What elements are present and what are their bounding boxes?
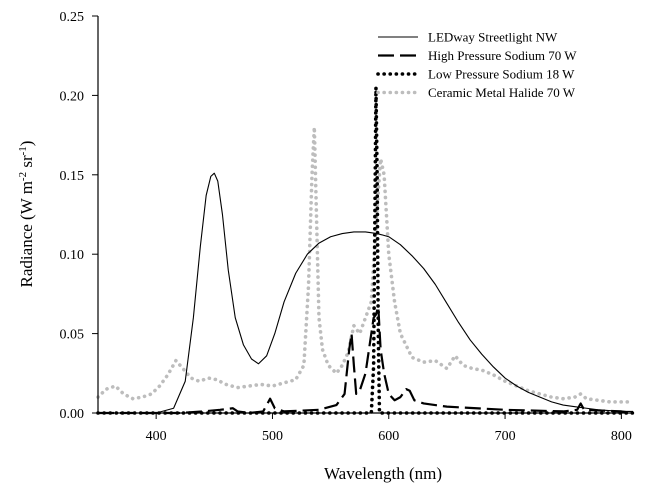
legend-label-3: Ceramic Metal Halide 70 W <box>428 85 576 100</box>
series-line-0 <box>98 172 633 414</box>
y-tick-label-3: 0.15 <box>60 169 85 184</box>
x-tick-label-500: 500 <box>262 429 283 444</box>
y-tick-label-0: 0.00 <box>60 407 85 422</box>
y-tick-label-5: 0.25 <box>60 10 85 25</box>
y-tick-label-4: 0.20 <box>60 89 85 104</box>
series-line-2 <box>96 85 635 415</box>
x-tick-label-800: 800 <box>611 429 632 444</box>
series-line-1 <box>98 305 634 415</box>
x-axis-title: Wavelength (nm) <box>324 464 442 483</box>
y-axis-title-mid: sr <box>17 155 36 172</box>
series-layer <box>96 85 635 415</box>
legend: LEDway Streetlight NW High Pressure Sodiu… <box>376 30 577 100</box>
series-line-3 <box>96 125 635 404</box>
legend-label-2: Low Pressure Sodium 18 W <box>428 67 575 82</box>
y-axis-title-end: ) <box>17 141 36 147</box>
ticks-layer: 400 500 600 700 800 0.00 0.05 0.10 0.15 0.20 0.25 <box>60 10 632 444</box>
legend-label-1: High Pressure Sodium 70 W <box>428 48 577 63</box>
y-tick-label-1: 0.05 <box>60 328 85 343</box>
y-tick-label-2: 0.10 <box>60 248 85 263</box>
x-tick-label-400: 400 <box>146 429 167 444</box>
y-axis-title-exp2: -1 <box>17 146 29 155</box>
x-tick-label-600: 600 <box>378 429 399 444</box>
y-axis-title-exp1: -2 <box>17 172 29 181</box>
axes-layer <box>97 16 633 414</box>
y-axis-title: Radiance (W m-2 sr-1) <box>17 141 36 288</box>
y-axis-title-main: Radiance (W m <box>17 181 36 287</box>
x-tick-label-700: 700 <box>495 429 516 444</box>
legend-label-0: LEDway Streetlight NW <box>428 30 558 45</box>
